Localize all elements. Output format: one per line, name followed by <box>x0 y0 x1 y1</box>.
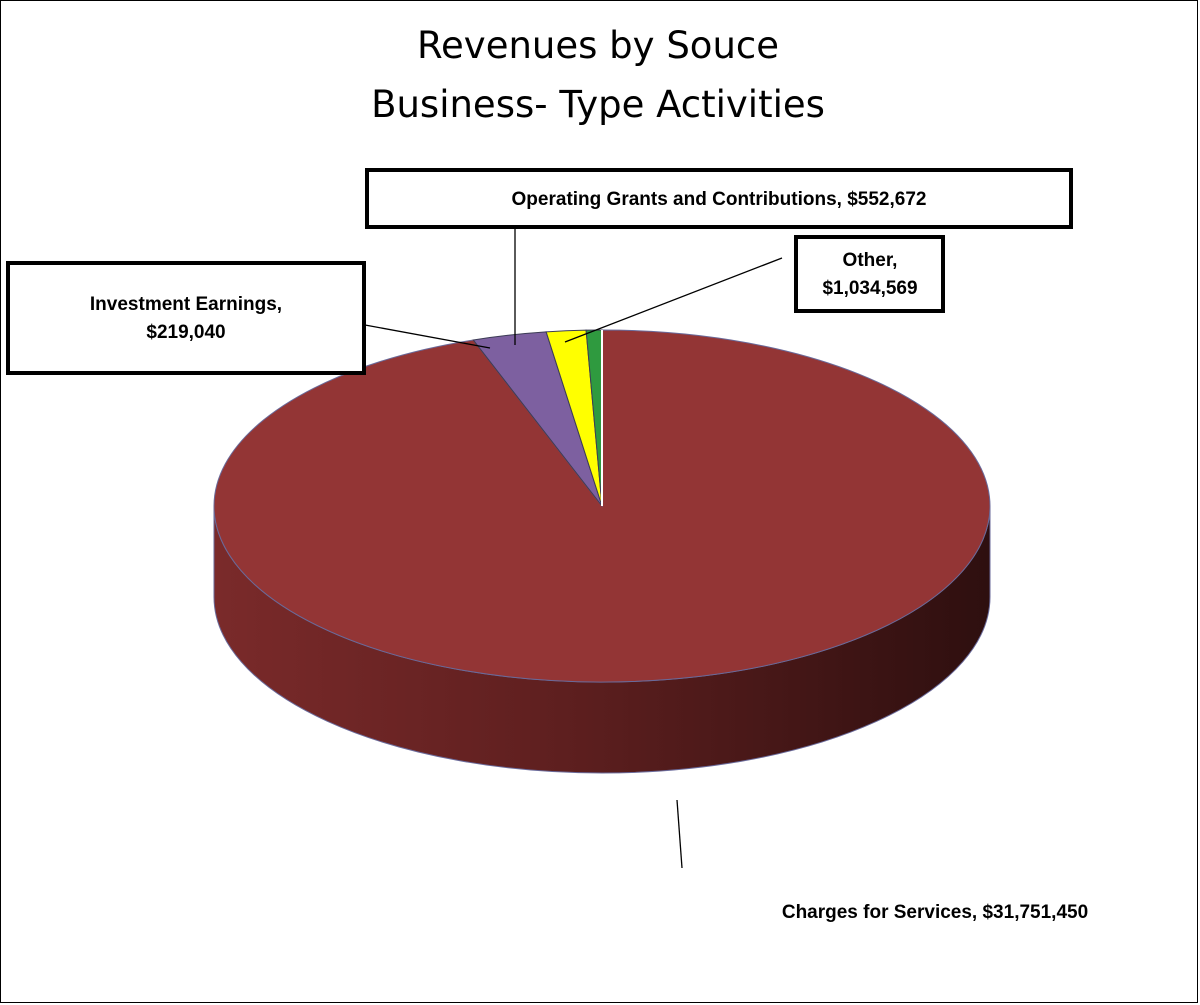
label-box-operating <box>365 168 1073 229</box>
leader-charges <box>676 799 683 869</box>
leader-other <box>564 257 783 343</box>
data-label-other-value: $1,034,569 <box>822 278 917 299</box>
label-box-investment <box>6 261 366 375</box>
chart-title-line-1: Revenues by Souce <box>417 24 779 67</box>
data-label-operating: Operating Grants and Contributions, $552… <box>512 189 927 210</box>
data-label-investment-value: $219,040 <box>146 322 225 343</box>
leader-investment <box>364 324 491 349</box>
data-label-other-name: Other, <box>843 250 898 271</box>
pie-slice-charges-for-services <box>213 329 991 683</box>
data-label-investment-name: Investment Earnings, <box>90 294 282 315</box>
data-label-charges: Charges for Services, $31,751,450 <box>782 902 1088 923</box>
chart-title-line-2: Business- Type Activities <box>371 83 825 126</box>
label-box-other <box>794 235 945 313</box>
